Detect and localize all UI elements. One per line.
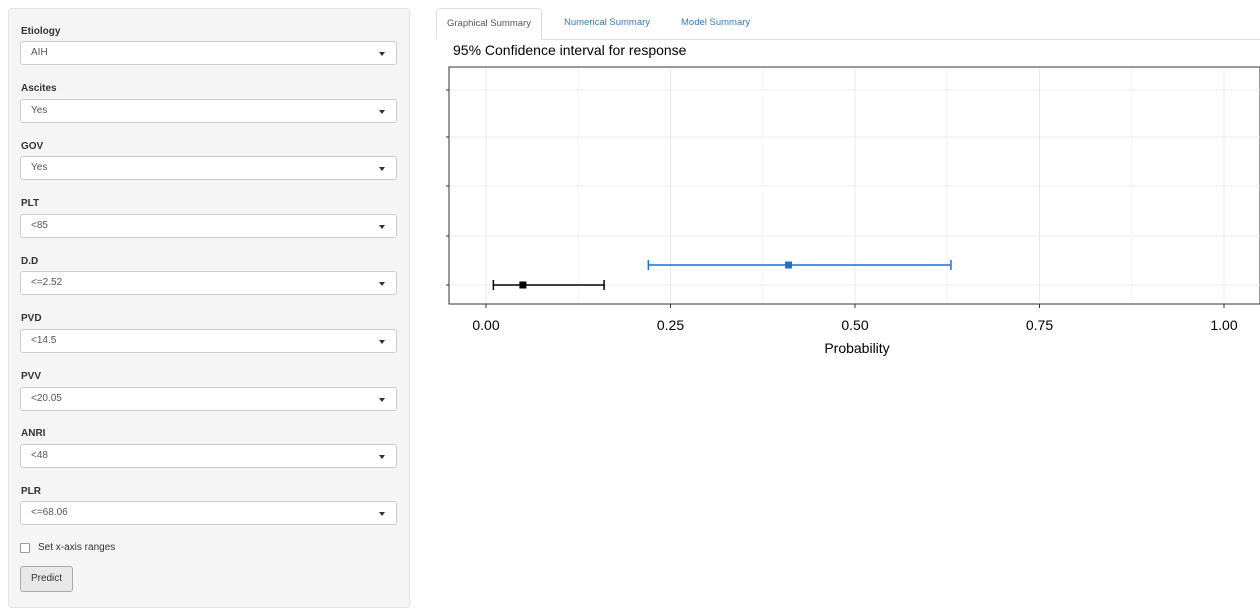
ci-series: [492, 260, 952, 290]
select-pvd[interactable]: <14.5: [20, 329, 397, 353]
field-label-dd: D.D: [21, 256, 39, 267]
field-label-etiology: Etiology: [21, 26, 61, 37]
caret-down-icon: [379, 282, 385, 286]
select-plt[interactable]: <85: [20, 214, 397, 238]
caret-down-icon: [379, 512, 385, 516]
caret-down-icon: [379, 398, 385, 402]
tab-graphical-summary[interactable]: Graphical Summary: [436, 8, 542, 40]
field-label-pvv: PVV: [21, 371, 42, 382]
ci-plot: 0.00 0.25 0.50 0.75 1.00 Probability: [446, 66, 1260, 356]
x-tick-marks: 0.00 0.25 0.50 0.75 1.00: [472, 304, 1238, 333]
select-value: <48: [31, 450, 48, 461]
caret-down-icon: [379, 167, 385, 171]
select-value: Yes: [31, 105, 48, 116]
select-ascites[interactable]: Yes: [20, 99, 397, 123]
select-value: <=2.52: [31, 277, 63, 288]
select-value: AIH: [31, 47, 48, 58]
y-tick-marks: [446, 89, 449, 286]
caret-down-icon: [379, 340, 385, 344]
field-label-ascites: Ascites: [21, 83, 57, 94]
caret-down-icon: [379, 110, 385, 114]
tab-numerical-summary[interactable]: Numerical Summary: [564, 17, 651, 28]
select-value: <14.5: [31, 335, 57, 346]
select-gov[interactable]: Yes: [20, 156, 397, 180]
x-tick-label: 0.75: [1026, 317, 1053, 333]
select-etiology[interactable]: AIH: [20, 41, 397, 65]
field-label-plr: PLR: [21, 486, 41, 497]
field-label-pvd: PVD: [21, 313, 42, 324]
select-value: <20.05: [31, 393, 62, 404]
estimate-point: [519, 281, 527, 289]
set-x-axis-ranges-label: Set x-axis ranges: [38, 542, 116, 553]
select-anri[interactable]: <48: [20, 444, 397, 468]
caret-down-icon: [379, 225, 385, 229]
set-x-axis-ranges-checkbox[interactable]: [20, 542, 30, 553]
x-tick-label: 0.50: [841, 317, 868, 333]
field-label-plt: PLT: [21, 198, 40, 209]
field-label-gov: GOV: [21, 141, 44, 152]
x-axis-label: Probability: [824, 340, 889, 356]
caret-down-icon: [379, 52, 385, 56]
tab-bar: Graphical Summary Numerical Summary Mode…: [436, 8, 1260, 40]
select-pvv[interactable]: <20.05: [20, 387, 397, 411]
x-tick-label: 0.00: [472, 317, 499, 333]
plot-title: 95% Confidence interval for response: [453, 42, 687, 58]
select-value: Yes: [31, 162, 48, 173]
x-tick-label: 1.00: [1210, 317, 1237, 333]
select-value: <85: [31, 220, 48, 231]
field-label-anri: ANRI: [21, 428, 46, 439]
predict-button[interactable]: Predict: [20, 566, 73, 592]
select-plr[interactable]: <=68.06: [20, 501, 397, 525]
select-dd[interactable]: <=2.52: [20, 271, 397, 295]
set-x-axis-ranges-row[interactable]: Set x-axis ranges: [20, 542, 115, 553]
x-tick-label: 0.25: [657, 317, 684, 333]
tab-model-summary[interactable]: Model Summary: [681, 17, 751, 28]
caret-down-icon: [379, 455, 385, 459]
select-value: <=68.06: [31, 507, 68, 518]
estimate-point: [785, 261, 793, 269]
